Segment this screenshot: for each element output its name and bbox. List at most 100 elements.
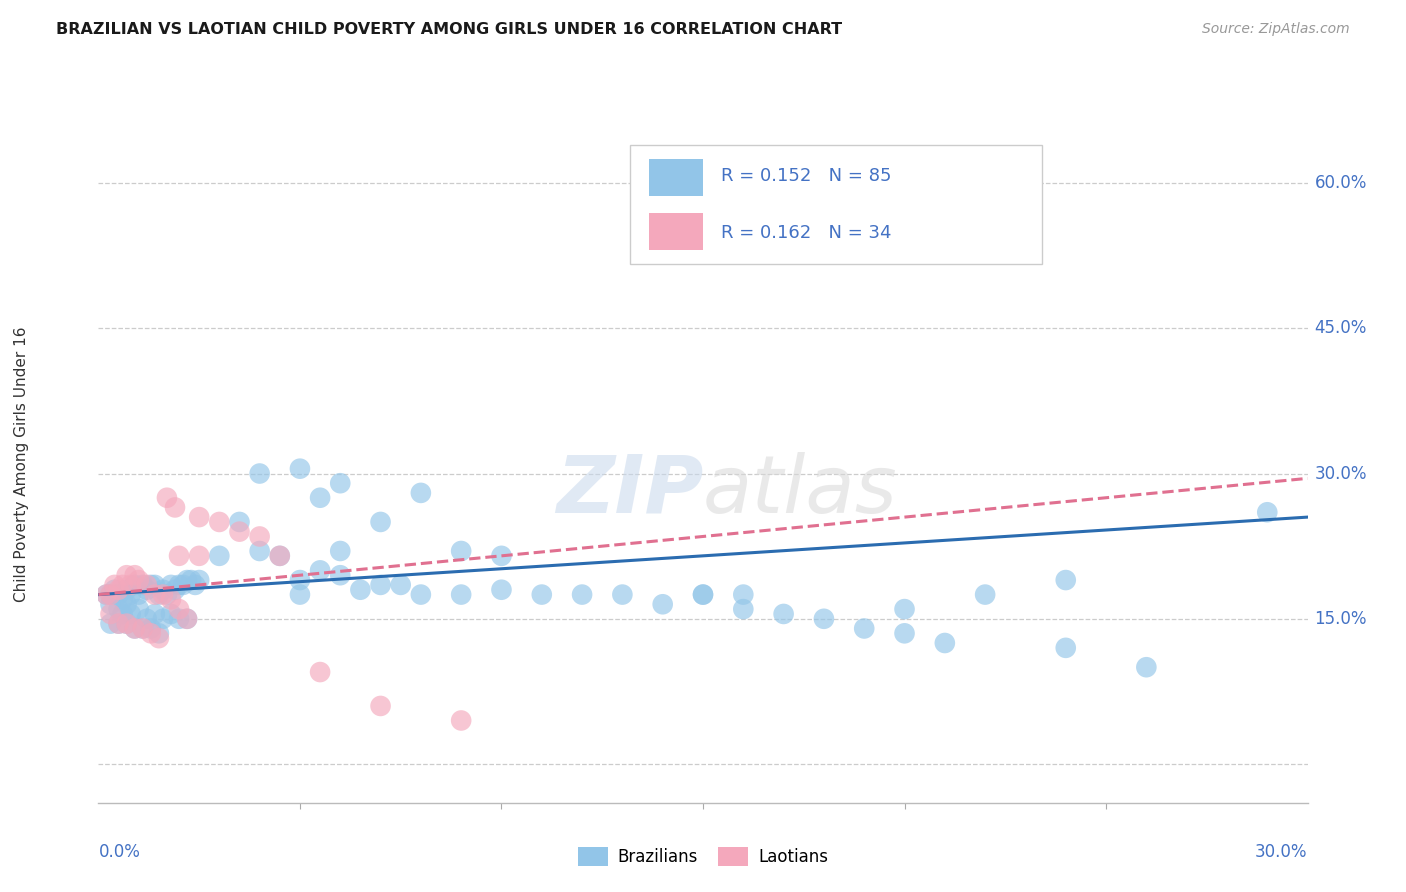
- Point: [1256, 505, 1278, 519]
- Point: [111, 578, 134, 592]
- Point: [132, 622, 155, 636]
- Point: [163, 500, 186, 515]
- Text: BRAZILIAN VS LAOTIAN CHILD POVERTY AMONG GIRLS UNDER 16 CORRELATION CHART: BRAZILIAN VS LAOTIAN CHILD POVERTY AMONG…: [56, 22, 842, 37]
- Point: [309, 665, 332, 679]
- Point: [152, 588, 174, 602]
- Point: [370, 698, 392, 713]
- Bar: [648, 159, 703, 196]
- Point: [329, 476, 352, 491]
- Point: [184, 578, 207, 592]
- Point: [163, 582, 186, 597]
- Point: [132, 578, 155, 592]
- Point: [143, 607, 166, 621]
- Point: [96, 588, 118, 602]
- Point: [228, 515, 250, 529]
- Point: [160, 578, 183, 592]
- Point: [370, 578, 392, 592]
- Point: [491, 582, 513, 597]
- Point: [180, 573, 202, 587]
- Point: [107, 616, 129, 631]
- Point: [409, 486, 432, 500]
- Point: [188, 510, 211, 524]
- Point: [111, 607, 134, 621]
- Point: [172, 578, 194, 592]
- Point: [124, 622, 146, 636]
- Point: [115, 582, 138, 597]
- Point: [139, 622, 162, 636]
- Point: [143, 588, 166, 602]
- Point: [107, 616, 129, 631]
- Point: [228, 524, 250, 539]
- Point: [132, 622, 155, 636]
- Point: [853, 622, 876, 636]
- Text: 15.0%: 15.0%: [1315, 610, 1367, 628]
- Point: [188, 549, 211, 563]
- Point: [208, 549, 231, 563]
- Text: atlas: atlas: [703, 452, 898, 530]
- Point: [288, 588, 311, 602]
- Text: 30.0%: 30.0%: [1256, 843, 1308, 861]
- Point: [269, 549, 291, 563]
- Point: [128, 602, 150, 616]
- Point: [96, 588, 118, 602]
- Point: [1135, 660, 1157, 674]
- Point: [107, 588, 129, 602]
- Point: [450, 544, 472, 558]
- Text: 0.0%: 0.0%: [98, 843, 141, 861]
- Point: [120, 578, 142, 592]
- Point: [107, 602, 129, 616]
- Point: [160, 607, 183, 621]
- Point: [692, 588, 714, 602]
- Point: [772, 607, 794, 621]
- Point: [111, 592, 134, 607]
- Point: [167, 602, 190, 616]
- Point: [160, 592, 183, 607]
- Point: [1054, 640, 1077, 655]
- Legend: Brazilians, Laotians: Brazilians, Laotians: [571, 840, 835, 872]
- Text: 30.0%: 30.0%: [1315, 465, 1367, 483]
- Text: Child Poverty Among Girls Under 16: Child Poverty Among Girls Under 16: [14, 326, 28, 601]
- Point: [124, 568, 146, 582]
- Point: [1054, 573, 1077, 587]
- FancyBboxPatch shape: [630, 145, 1042, 264]
- Point: [124, 622, 146, 636]
- Point: [571, 588, 593, 602]
- Point: [349, 582, 371, 597]
- Point: [167, 549, 190, 563]
- Bar: [648, 213, 703, 251]
- Point: [893, 602, 915, 616]
- Point: [167, 578, 190, 592]
- Point: [120, 588, 142, 602]
- Point: [309, 491, 332, 505]
- Point: [450, 714, 472, 728]
- Text: ZIP: ZIP: [555, 452, 703, 530]
- Point: [100, 607, 122, 621]
- Point: [100, 588, 122, 602]
- Point: [249, 544, 271, 558]
- Point: [329, 544, 352, 558]
- Point: [103, 578, 125, 592]
- Point: [288, 573, 311, 587]
- Point: [389, 578, 412, 592]
- Point: [115, 568, 138, 582]
- Text: R = 0.162   N = 34: R = 0.162 N = 34: [721, 225, 891, 243]
- Point: [135, 612, 157, 626]
- Point: [309, 563, 332, 577]
- Text: 45.0%: 45.0%: [1315, 319, 1367, 337]
- Point: [103, 582, 125, 597]
- Point: [128, 573, 150, 587]
- Point: [120, 607, 142, 621]
- Point: [974, 588, 997, 602]
- Text: R = 0.152   N = 85: R = 0.152 N = 85: [721, 167, 891, 185]
- Point: [188, 573, 211, 587]
- Point: [115, 616, 138, 631]
- Text: Source: ZipAtlas.com: Source: ZipAtlas.com: [1202, 22, 1350, 37]
- Point: [208, 515, 231, 529]
- Point: [148, 588, 170, 602]
- Point: [530, 588, 553, 602]
- Point: [152, 612, 174, 626]
- Point: [100, 597, 122, 611]
- Point: [176, 573, 198, 587]
- Point: [612, 588, 634, 602]
- Point: [893, 626, 915, 640]
